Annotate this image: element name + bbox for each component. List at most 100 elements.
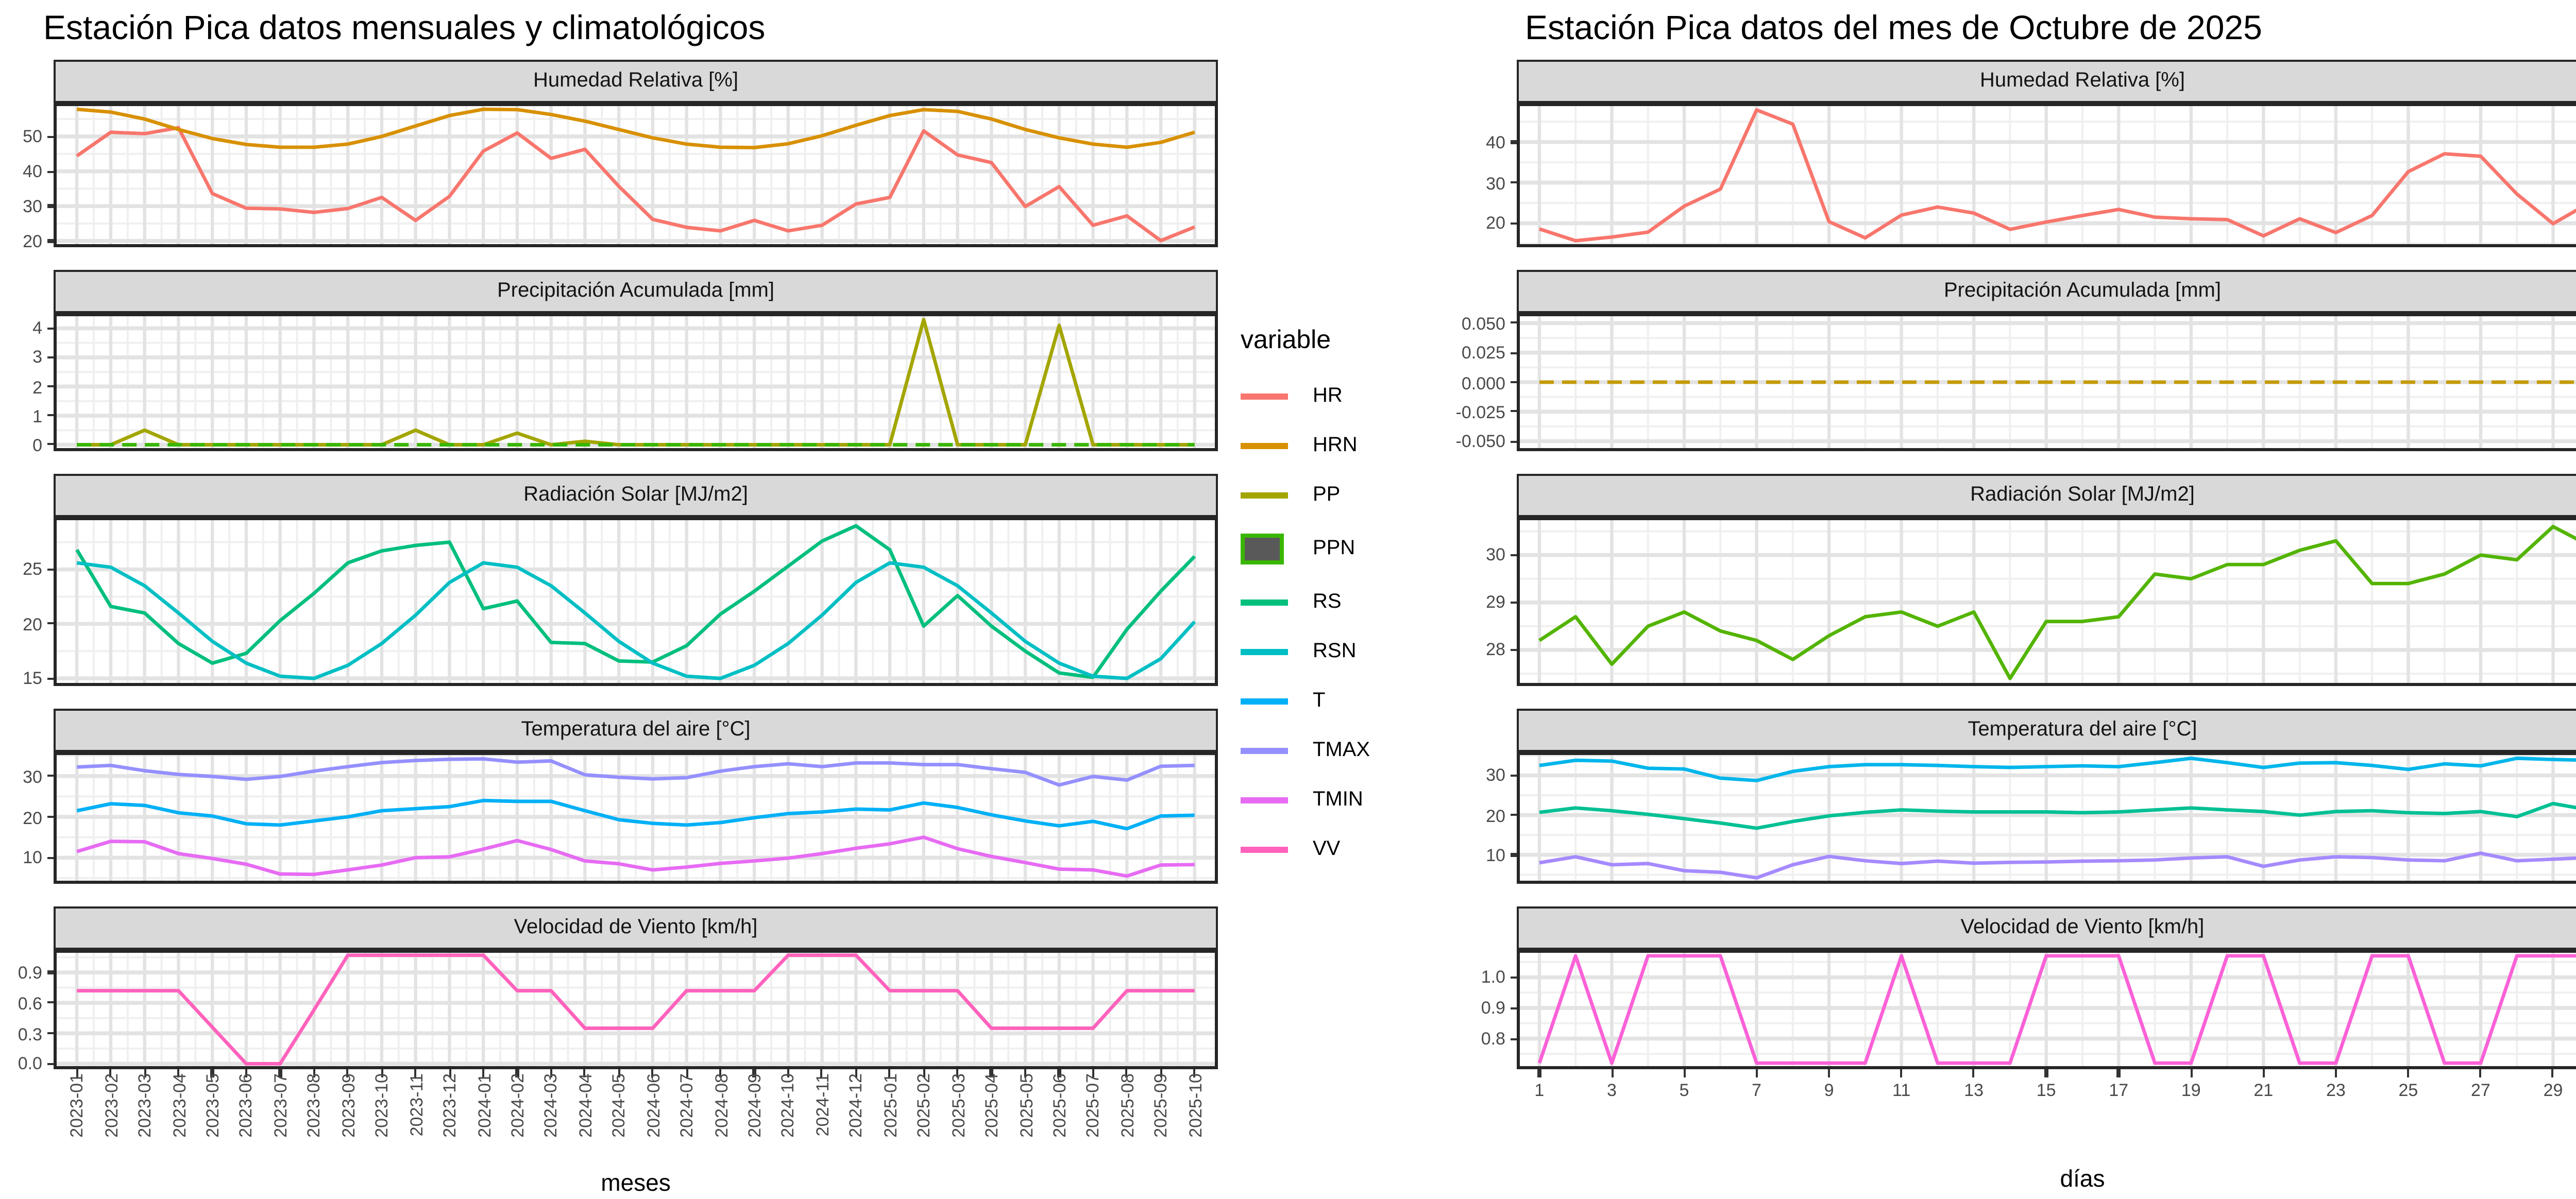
y-tick-mark [46,385,54,388]
legend-key-line-PP [1241,492,1288,499]
x-tick-mark [956,1069,959,1076]
legend-key [1241,847,1296,853]
x-tick-mark [448,1069,451,1076]
x-tick-label: 2024-07 [676,1073,697,1138]
legend-title: variable [1241,324,1331,353]
facet-panel-row: 20 30 40 50 [0,103,1218,251]
y-axis: 10 20 30 [1422,752,1517,884]
panel-border [1517,103,2576,247]
facet-panel-svg [1517,313,2576,451]
y-axis: 20 30 40 50 [0,103,54,251]
y-tick-label: 0.000 [1461,372,1505,392]
series-line-HRN [76,107,1195,149]
y-tick-label: 15 [23,668,42,689]
legend-key-box-PPN [1241,534,1284,564]
x-tick-label: 2023-03 [134,1073,155,1138]
y-tick-mark [1510,322,1517,324]
y-tick-label: 0.3 [18,1023,42,1044]
y-tick-label: 0.025 [1461,342,1505,363]
x-tick-label: 2023-12 [439,1073,460,1138]
panel-border [54,103,1218,247]
chart-body: Humedad Relativa [%] 20 30 40 50 Precipitació… [0,60,1218,1197]
legend-key [1241,748,1296,754]
legend-key [1241,698,1296,705]
facet-panel-row: 20 30 40 [1422,103,2576,247]
x-tick-label: 2023-01 [66,1073,88,1138]
y-tick-mark [46,775,54,778]
x-tick-label: 2023-09 [337,1073,359,1138]
x-tick-mark [2479,1069,2482,1076]
facet-panel-svg [54,313,1218,451]
facet-panel-row: 0.8 0.9 1.0 [1422,950,2576,1069]
facet-strip: Humedad Relativa [%] [54,60,1218,103]
legend-entry: RS [1241,578,1422,627]
facet-panel-svg [54,517,1218,686]
y-tick-label: 0.8 [1481,1028,1505,1049]
x-tick-label: 2024-05 [608,1073,630,1138]
facet-strip-title: Temperatura del aire [°C] [521,719,751,742]
series-line-VV [1537,954,2576,1065]
facet-strip-title: Radiación Solar [MJ/m2] [523,484,748,507]
y-tick-label: 25 [23,559,42,580]
series-line-T [76,798,1195,831]
y-axis: 0.0 0.3 0.6 0.9 [0,950,54,1074]
legend-entry-label: HRN [1313,435,1358,457]
y-tick-label: 40 [1486,131,1505,152]
facet-strip: Velocidad de Viento [km/h] [1517,906,2576,950]
legend-entry-label: TMIN [1313,789,1363,812]
legend-entry: PPN [1241,520,1422,578]
series-line-TMIN [1539,851,2576,880]
x-tick-mark [109,1069,112,1076]
x-tick-mark [143,1069,146,1076]
facet-strip: Humedad Relativa [%] [1517,60,2576,103]
facet-panel-row: 28 29 30 [1422,517,2576,686]
facet-strip-title: Velocidad de Viento [km/h] [514,917,758,939]
legend: variable HR HRN PP PPN RS RSN T TMAX TMIN VV [1241,0,1422,1199]
x-tick-mark [1125,1069,1128,1076]
facet-strip: Precipitación Acumulada [mm] [1517,270,2576,313]
panel-border [1517,950,2576,1069]
legend-entry-label: RSN [1313,641,1357,663]
x-tick-mark [279,1069,281,1076]
series-line-TMAX [77,757,1195,787]
legend-entries: HR HRN PP PPN RS RSN T TMAX TMIN VV [1241,372,1422,875]
x-tick-mark [2262,1069,2265,1076]
facet-strip: Temperatura del aire [°C] [54,709,1218,752]
y-tick-label: 20 [1486,213,1505,234]
y-tick-label: 20 [23,613,42,635]
series-line-RS [75,524,1196,679]
x-tick-mark [313,1069,315,1076]
facet-panel-row: 0.0 0.3 0.6 0.9 [0,950,1218,1074]
y-tick-mark [1510,222,1517,225]
x-tick-mark [922,1069,925,1076]
x-tick-label: 2025-10 [1184,1073,1205,1138]
y-tick-mark [1510,1006,1517,1009]
x-tick-label: 7 [1752,1078,1761,1099]
legend-entry: HRN [1241,421,1422,471]
legend-entry: TMAX [1241,726,1422,776]
y-tick-label: 3 [32,347,42,368]
x-tick-label: 2023-11 [405,1073,426,1137]
series-line-VV [77,953,1195,1066]
y-tick-label: 30 [1486,544,1505,566]
y-axis: 15 20 25 [0,517,54,689]
y-tick-label: 4 [32,318,42,339]
x-tick-mark [2117,1069,2120,1076]
facet-strip-title: Temperatura del aire [°C] [1968,719,2197,742]
legend-key [1241,443,1296,449]
y-axis: 28 29 30 [1422,517,1517,686]
x-tick-mark [1024,1069,1027,1076]
legend-key [1241,599,1296,606]
y-tick-mark [1510,1037,1517,1040]
panel-border [54,950,1218,1069]
x-tick-label: 2024-08 [710,1073,731,1138]
chart-title: Estación Pica datos del mes de Octubre d… [1525,10,2262,47]
legend-entry-label: RS [1313,591,1342,614]
x-tick-label: 2024-10 [777,1073,799,1138]
legend-key-line-HR [1241,393,1288,400]
y-tick-label: 0.050 [1461,313,1505,334]
y-tick-mark [1510,554,1517,556]
daily-october-chart: Estación Pica datos del mes de Octubre d… [1422,0,2576,1199]
y-tick-label: 30 [23,765,42,786]
